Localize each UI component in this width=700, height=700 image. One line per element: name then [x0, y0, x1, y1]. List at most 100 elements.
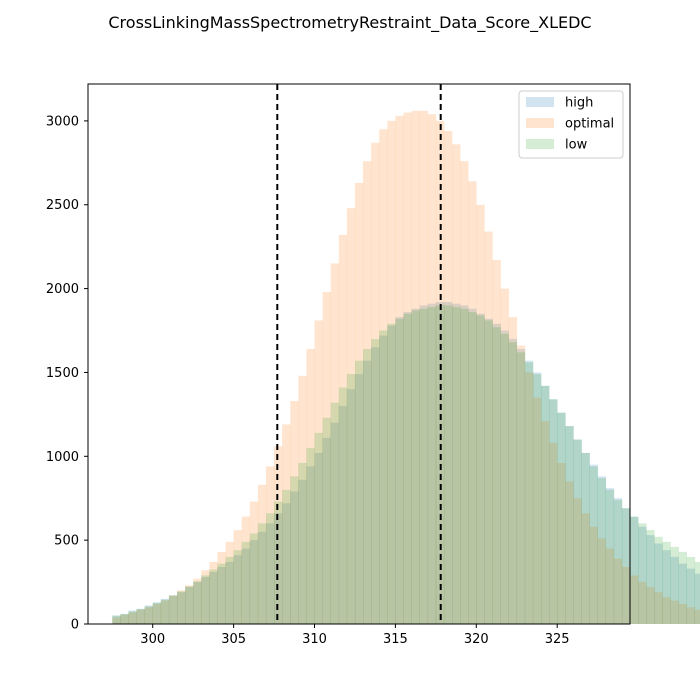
bar-high [694, 573, 700, 624]
bar-high [435, 302, 445, 624]
bar-high [338, 405, 348, 624]
bar-low [630, 516, 639, 624]
bar-low [516, 352, 526, 624]
legend-label-low: low [565, 138, 588, 153]
bar-high [492, 323, 501, 624]
bar-low [128, 611, 137, 624]
bar-low [338, 387, 348, 624]
bar-optimal [646, 587, 655, 624]
bar-low [460, 308, 469, 624]
bar-low [532, 374, 542, 624]
bar-high [613, 498, 623, 624]
legend-swatch-optimal [526, 118, 554, 128]
y-tick-label: 1500 [46, 366, 79, 381]
bar-optimal [136, 609, 145, 624]
x-tick-label: 320 [464, 632, 489, 647]
bar-optimal [662, 597, 671, 624]
bar-high [678, 563, 687, 624]
legend-label-optimal: optimal [565, 117, 614, 132]
bar-low [233, 550, 242, 624]
bar-optimal [670, 600, 679, 624]
bar-optimal [298, 375, 307, 624]
bar-optimal [403, 112, 412, 624]
bar-optimal [492, 260, 501, 624]
bar-low [120, 613, 129, 624]
bar-low [144, 606, 154, 624]
bar-optimal [573, 498, 582, 624]
bar-optimal [581, 513, 590, 624]
chart-title: CrossLinkingMassSpectrometryRestraint_Da… [108, 13, 591, 33]
bar-optimal [387, 120, 396, 624]
x-tick-label: 315 [383, 632, 408, 647]
bar-high [532, 372, 542, 624]
bar-high [646, 535, 655, 624]
bar-low [322, 417, 331, 624]
bar-optimal [435, 120, 445, 624]
bar-low [306, 447, 315, 624]
bar-optimal [411, 110, 420, 624]
bar-high [516, 348, 526, 624]
bar-optimal [484, 231, 493, 624]
bar-high [225, 561, 234, 624]
bar-high [290, 491, 299, 624]
bar-optimal [686, 607, 696, 624]
bar-high [395, 317, 404, 624]
bar-optimal [354, 182, 364, 624]
bar-low [379, 330, 388, 624]
bar-high [185, 587, 194, 624]
bar-optimal [589, 526, 598, 624]
y-tick-label: 2500 [46, 198, 79, 213]
bar-high [549, 399, 558, 624]
bar-high [403, 312, 412, 624]
bar-low [257, 523, 267, 624]
bar-high [160, 598, 170, 624]
bar-optimal [346, 208, 356, 624]
bar-optimal [557, 463, 566, 624]
bar-optimal [678, 603, 687, 624]
bar-optimal [233, 530, 242, 624]
bar-low [387, 323, 396, 624]
bar-optimal [144, 607, 154, 624]
bar-optimal [565, 481, 574, 624]
bar-low [573, 439, 582, 624]
bar-low [168, 595, 178, 624]
bar-high [217, 566, 226, 624]
bar-low [452, 307, 461, 624]
x-axis: 300 305 310 315 320 325 [140, 624, 570, 647]
bar-high [193, 582, 202, 624]
bar-high [379, 335, 388, 624]
bar-low [500, 333, 509, 624]
bar-high [128, 610, 137, 624]
bar-optimal [314, 320, 323, 624]
bar-optimal [419, 110, 429, 624]
bar-low [225, 556, 234, 624]
series-high [112, 302, 700, 624]
bar-optimal [225, 541, 234, 624]
bar-low [249, 533, 259, 624]
bar-low [265, 513, 275, 624]
bar-low [589, 466, 598, 624]
bar-low [686, 556, 696, 624]
bar-optimal [443, 130, 453, 624]
bar-optimal [476, 204, 485, 624]
bar-high [589, 464, 598, 624]
bar-optimal [322, 291, 331, 624]
bar-optimal [168, 595, 178, 624]
bar-high [112, 615, 121, 624]
bar-low [346, 374, 356, 624]
bar-low [605, 489, 615, 624]
bar-high [630, 516, 639, 624]
legend: high optimal low [518, 90, 624, 159]
bar-low [403, 313, 412, 624]
x-tick-label: 325 [545, 632, 570, 647]
bar-optimal [176, 590, 186, 624]
bar-low [201, 575, 210, 624]
bar-optimal [452, 144, 461, 624]
bar-high [654, 543, 663, 624]
bar-optimal [605, 548, 615, 624]
bar-optimal [160, 600, 170, 624]
bar-optimal [112, 617, 121, 624]
bar-low [176, 591, 186, 624]
bar-optimal [597, 538, 607, 624]
bar-low [646, 530, 655, 624]
